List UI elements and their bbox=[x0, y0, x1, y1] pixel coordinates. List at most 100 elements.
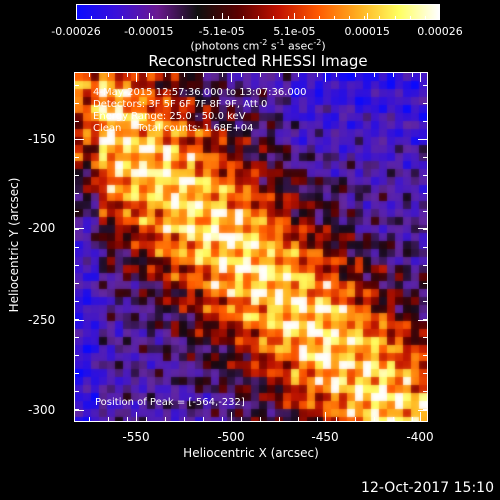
axis-tick-mark bbox=[74, 193, 79, 194]
y-tick-label: -150 bbox=[28, 132, 56, 146]
axis-tick-mark bbox=[423, 265, 428, 266]
colorbar-minor-tick bbox=[424, 16, 426, 20]
axis-tick-mark bbox=[279, 72, 280, 77]
axis-tick-mark bbox=[317, 72, 318, 77]
axis-tick-mark bbox=[74, 391, 79, 392]
colorbar-minor-tick bbox=[197, 16, 199, 20]
axis-tick-mark bbox=[423, 139, 428, 140]
axis-tick-mark bbox=[74, 319, 79, 320]
axis-tick-mark bbox=[108, 72, 109, 77]
colorbar-tick-label: -0.00015 bbox=[124, 25, 174, 38]
axis-tick-mark bbox=[74, 229, 79, 230]
axis-tick-mark bbox=[165, 72, 166, 77]
axis-tick-mark bbox=[74, 175, 79, 176]
axis-tick-mark bbox=[423, 229, 428, 230]
x-tick-label: -500 bbox=[217, 430, 245, 444]
x-axis-title: Heliocentric X (arcsec) bbox=[183, 446, 319, 460]
colorbar-tick bbox=[148, 13, 150, 20]
y-tick-label: -200 bbox=[28, 221, 56, 235]
rhessi-image-plot: 4-May-2015 12:57:36.000 to 13:07:36.000 … bbox=[74, 72, 428, 422]
colorbar-tick-label: -5.1e-05 bbox=[198, 25, 245, 38]
axis-tick-mark bbox=[74, 301, 79, 302]
colorbar-minor-tick bbox=[136, 16, 138, 20]
axis-tick-mark bbox=[74, 373, 79, 374]
axis-tick-mark bbox=[146, 417, 147, 422]
axis-tick-mark bbox=[420, 72, 421, 82]
axis-tick-mark bbox=[231, 412, 232, 422]
x-tick-label: -450 bbox=[311, 430, 339, 444]
colorbar-minor-tick bbox=[394, 16, 396, 20]
axis-tick-mark bbox=[136, 72, 137, 82]
axis-tick-mark bbox=[241, 72, 242, 77]
axis-tick-mark bbox=[74, 85, 79, 86]
axis-tick-mark bbox=[241, 417, 242, 422]
axis-tick-mark bbox=[423, 409, 428, 410]
units-mid2: asec bbox=[284, 39, 314, 53]
axis-tick-mark bbox=[374, 417, 375, 422]
axis-tick-mark bbox=[423, 175, 428, 176]
axis-tick-mark bbox=[74, 247, 79, 248]
axis-tick-mark bbox=[393, 72, 394, 77]
x-tick-label: -550 bbox=[122, 430, 150, 444]
axis-tick-mark bbox=[420, 412, 421, 422]
info-time-range: 4-May-2015 12:57:36.000 to 13:07:36.000 bbox=[93, 87, 307, 98]
axis-tick-mark bbox=[374, 72, 375, 77]
axis-tick-mark bbox=[136, 412, 137, 422]
axis-tick-mark bbox=[74, 410, 84, 411]
axis-tick-mark bbox=[146, 72, 147, 77]
axis-tick-mark bbox=[279, 417, 280, 422]
axis-tick-mark bbox=[108, 417, 109, 422]
axis-tick-mark bbox=[74, 228, 84, 229]
colorbar-minor-tick bbox=[212, 16, 214, 20]
axis-tick-mark bbox=[423, 103, 428, 104]
axis-tick-mark bbox=[74, 320, 84, 321]
units-suffix: ) bbox=[321, 39, 326, 53]
colorbar-tick-label: -0.00026 bbox=[51, 25, 101, 38]
axis-tick-mark bbox=[423, 283, 428, 284]
axis-tick-mark bbox=[127, 417, 128, 422]
axis-tick-mark bbox=[336, 417, 337, 422]
y-axis-title-wrap: Heliocentric Y (arcsec) bbox=[6, 160, 22, 330]
axis-tick-mark bbox=[423, 337, 428, 338]
axis-tick-mark bbox=[74, 409, 79, 410]
axis-tick-mark bbox=[165, 417, 166, 422]
colorbar-minor-tick bbox=[106, 16, 108, 20]
axis-tick-mark bbox=[423, 121, 428, 122]
colorbar-tick bbox=[367, 13, 369, 20]
units-mid1: s bbox=[267, 39, 277, 53]
axis-tick-mark bbox=[184, 72, 185, 77]
axis-tick-mark bbox=[325, 412, 326, 422]
colorbar-minor-tick bbox=[151, 16, 153, 20]
axis-tick-mark bbox=[260, 72, 261, 77]
axis-tick-mark bbox=[418, 228, 428, 229]
x-tick-label: -400 bbox=[406, 430, 434, 444]
y-tick-label: -300 bbox=[28, 403, 56, 417]
axis-tick-mark bbox=[222, 72, 223, 77]
colorbar-minor-tick bbox=[182, 16, 184, 20]
axis-tick-mark bbox=[423, 157, 428, 158]
axis-tick-mark bbox=[222, 417, 223, 422]
colorbar-minor-tick bbox=[318, 16, 320, 20]
axis-tick-mark bbox=[423, 301, 428, 302]
colorbar-tick-label: 5.1e-05 bbox=[273, 25, 316, 38]
info-clean-counts: Clean Total counts: 1.68E+04 bbox=[93, 123, 254, 134]
peak-position-label: Position of Peak = [-564,-232] bbox=[95, 397, 245, 408]
axis-tick-mark bbox=[74, 103, 79, 104]
axis-tick-mark bbox=[127, 72, 128, 77]
units-prefix: (photons cm bbox=[190, 39, 260, 53]
axis-tick-mark bbox=[393, 417, 394, 422]
colorbar-minor-tick bbox=[242, 16, 244, 20]
y-axis-title: Heliocentric Y (arcsec) bbox=[7, 177, 21, 313]
colorbar-minor-tick bbox=[273, 16, 275, 20]
timestamp: 12-Oct-2017 15:10 bbox=[361, 480, 494, 496]
colorbar-minor-tick bbox=[409, 16, 411, 20]
info-energy-range: Energy Range: 25.0 - 50.0 keV bbox=[93, 111, 246, 122]
axis-tick-mark bbox=[231, 72, 232, 82]
axis-tick-mark bbox=[423, 85, 428, 86]
colorbar-minor-tick bbox=[333, 16, 335, 20]
colorbar-tick-label: 0.00015 bbox=[344, 25, 390, 38]
colorbar-minor-tick bbox=[379, 16, 381, 20]
axis-tick-mark bbox=[74, 139, 79, 140]
axis-tick-mark bbox=[418, 410, 428, 411]
axis-tick-mark bbox=[423, 355, 428, 356]
